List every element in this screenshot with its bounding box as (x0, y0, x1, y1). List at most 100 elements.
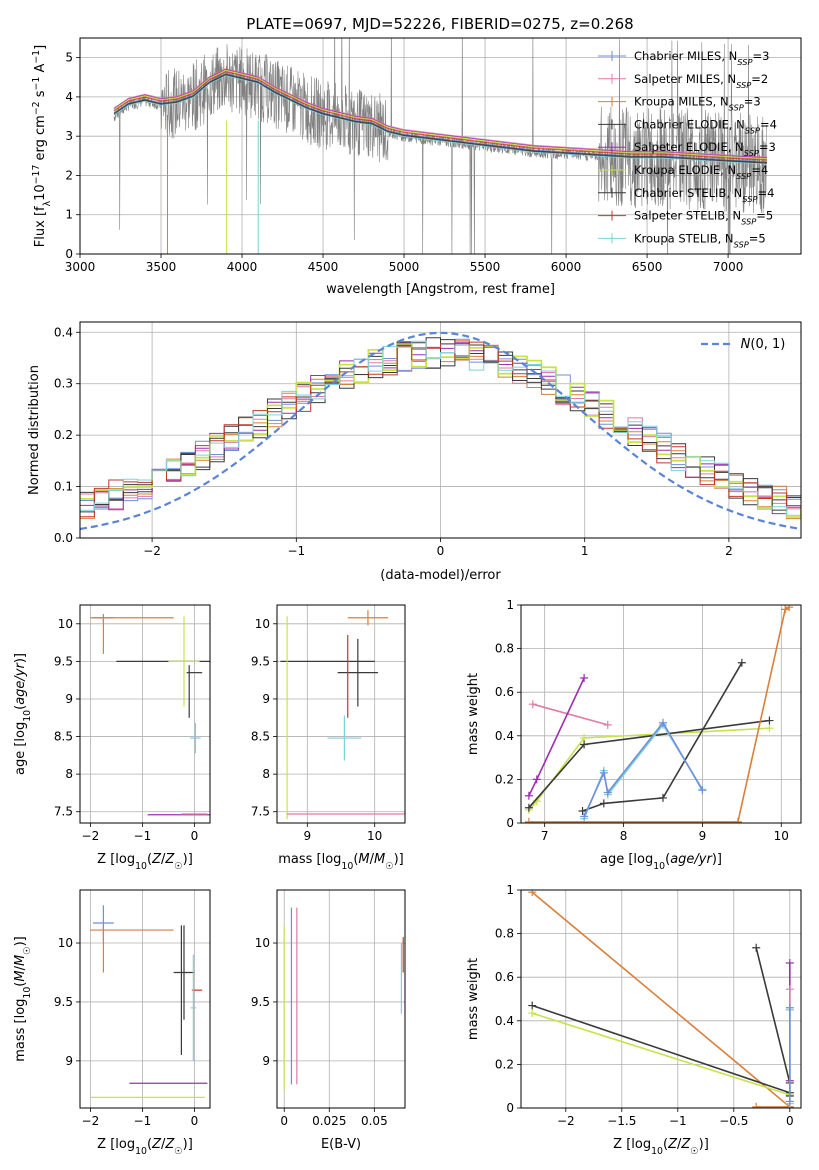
y-tick-label: 9 (65, 692, 73, 706)
weight-line-0 (532, 703, 609, 726)
y-tick-label: 0.8 (495, 927, 514, 941)
x-axis-label: age [log10(age/yr)] (600, 852, 722, 872)
y-tick-label: 0.4 (495, 729, 514, 743)
axes-frame (79, 321, 802, 539)
weight-marker (765, 724, 774, 733)
y-tick-label: 9.5 (251, 654, 270, 668)
x-tick-label: 0 (437, 544, 445, 558)
weight-marker (733, 817, 742, 823)
y-tick-label: 0.1 (54, 480, 73, 494)
weight-marker (599, 799, 608, 808)
panel-mass-weight-vs-Z: −2 −1.5 −1 −0.5 0 0 0.2 0.4 0.6 0.8 1 Z [log10(Z/Z☉… (466, 883, 802, 1157)
x-tick-label: 1 (581, 544, 589, 558)
y-tick-label: 8.5 (251, 730, 270, 744)
x-tick-label: 0.025 (312, 1114, 346, 1128)
weight-line-1 (531, 1004, 791, 1094)
x-tick-label: −1.5 (607, 1114, 636, 1128)
weight-marker (752, 943, 761, 952)
y-tick-label: 2 (65, 168, 73, 182)
y-tick-label: 0.6 (495, 970, 514, 984)
error-bars (90, 905, 208, 1098)
y-tick-label: 0.2 (54, 428, 73, 442)
weight-marker (599, 768, 608, 777)
y-tick-label: 7.5 (54, 805, 73, 819)
weight-marker (580, 740, 589, 749)
legend-label: Kroupa ELODIE, NSSP=4 (634, 163, 768, 181)
weight-line-4 (582, 662, 743, 812)
legend-label: Kroupa MILES, NSSP=3 (634, 95, 761, 113)
weight-marker (603, 788, 612, 797)
y-tick-label: 0.3 (54, 377, 73, 391)
y-tick-label: 0.2 (495, 772, 514, 786)
y-tick-label: 3 (65, 129, 73, 143)
weight-marker (785, 1097, 794, 1106)
x-tick-label: 7 (541, 829, 549, 843)
x-tick-label: 7000 (713, 260, 744, 274)
legend-label: Kroupa STELIB, NSSP=5 (634, 231, 766, 249)
model-line-6 (113, 73, 768, 163)
weight-line-7 (528, 606, 790, 823)
axes-frame (79, 604, 211, 824)
model-line-8 (113, 75, 768, 165)
weight-marker (524, 791, 533, 800)
figure-title: PLATE=0697, MJD=52226, FIBERID=0275, z=0… (246, 15, 633, 33)
y-axis-label: Normed distribution (27, 365, 42, 495)
legend-label: Chabrier STELIB, NSSP=4 (634, 186, 774, 204)
x-tick-label: −1 (287, 544, 305, 558)
y-axis-label: mass weight (466, 673, 481, 755)
model-line-3 (113, 74, 768, 164)
x-tick-label: 4500 (308, 260, 339, 274)
x-tick-label: 9 (699, 829, 707, 843)
panel-residual-histogram: −2 −1 0 1 2 0.0 0.1 0.2 0.3 0.4 N(0, 1) (data-model… (27, 321, 802, 583)
spectrum-lines (113, 38, 768, 254)
x-tick-label: −1 (134, 1114, 152, 1128)
weight-marker (578, 807, 587, 816)
y-tick-label: 10 (255, 617, 270, 631)
y-tick-label: 1 (65, 208, 73, 222)
panel-mass-vs-EBV: 0 0.025 0.05 9 9.5 10 E(B-V) (251, 889, 406, 1152)
axes-frame (79, 37, 802, 255)
y-tick-label: 10 (58, 936, 73, 950)
panel-spectrum: 3000 3500 4000 4500 5000 5500 6000 6500 7000 0 1 2 3… (31, 37, 802, 297)
y-axis-label: Flux [fλ10−17 erg cm−2 s−1 A−1] (31, 45, 53, 247)
y-tick-label: 9.5 (54, 654, 73, 668)
panel-age-vs-Z: −2 −1 0 7.5 8 8.5 9 9.5 10 Z [log10(Z/Z☉)] age [lo… (13, 604, 211, 872)
legend-label: Chabrier ELODIE, NSSP=4 (634, 117, 777, 135)
axes-frame (276, 889, 406, 1109)
x-tick-label: 0 (191, 829, 199, 843)
y-tick-label: 8 (262, 767, 270, 781)
x-tick-label: −2 (82, 1114, 100, 1128)
weight-marker (603, 720, 612, 729)
gaussian-curve (80, 331, 801, 531)
y-tick-label: 9 (65, 1054, 73, 1068)
panel-mass-weight-vs-age: 7 8 9 10 0 0.2 0.4 0.6 0.8 1 age [log10(age/yr)] ma… (466, 598, 802, 872)
weight-marker (528, 700, 537, 709)
y-tick-label: 8 (65, 767, 73, 781)
x-tick-label: 0 (786, 1114, 794, 1128)
weight-marker (528, 890, 537, 897)
weight-marker (658, 718, 667, 727)
y-tick-label: 9 (262, 692, 270, 706)
error-bars (283, 907, 404, 1091)
weight-marker (524, 817, 533, 823)
y-axis-label: mass [log10(M/M☉)] (13, 936, 33, 1062)
y-tick-label: 4 (65, 90, 73, 104)
x-axis-label: Z [log10(Z/Z☉)] (613, 1137, 709, 1157)
x-axis-label: wavelength [Angstrom, rest frame] (326, 282, 555, 297)
y-tick-label: 0.6 (495, 685, 514, 699)
x-tick-label: 5500 (470, 260, 501, 274)
weight-marker (524, 803, 533, 812)
x-tick-label: 3000 (65, 260, 96, 274)
y-tick-label: 1 (506, 598, 514, 612)
model-line-2 (113, 70, 768, 160)
x-tick-label: 6000 (551, 260, 582, 274)
y-axis-label: age [log10(age/yr)] (13, 653, 33, 775)
axes-frame (79, 889, 211, 1109)
x-axis-label: E(B-V) (321, 1137, 361, 1152)
error-bars (280, 610, 405, 820)
x-tick-label: −0.5 (719, 1114, 748, 1128)
y-tick-label: 0 (65, 247, 73, 261)
weight-lines (528, 890, 794, 1108)
weight-marker (580, 812, 589, 821)
